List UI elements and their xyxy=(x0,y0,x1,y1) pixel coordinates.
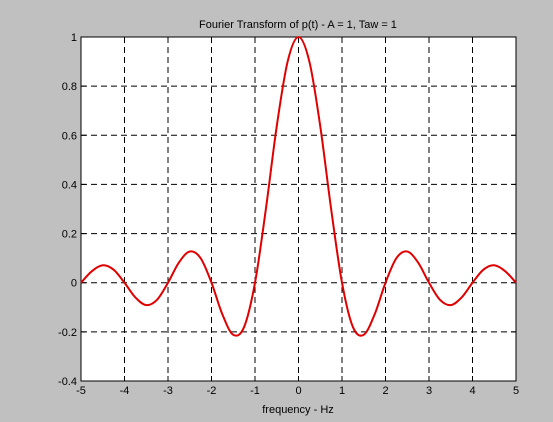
y-tick-label: 0.6 xyxy=(62,130,77,142)
y-tick-label: 1 xyxy=(71,32,77,44)
y-tick-label: -0.4 xyxy=(58,376,77,388)
x-axis-label: frequency - Hz xyxy=(262,404,334,416)
x-tick-label: 3 xyxy=(426,385,432,397)
grid xyxy=(81,37,516,381)
x-tick-label: -3 xyxy=(163,385,173,397)
y-tick-label: 0.4 xyxy=(62,179,77,191)
x-tick-label: -5 xyxy=(76,385,86,397)
x-tick-label: -2 xyxy=(207,385,217,397)
y-tick-label: 0 xyxy=(71,278,77,290)
x-tick-labels: -5 -4 -3 -2 -1 0 1 2 3 4 5 xyxy=(76,385,519,397)
x-tick-label: 2 xyxy=(382,385,388,397)
y-tick-label: 0.2 xyxy=(62,229,77,241)
x-tick-label: 5 xyxy=(513,385,519,397)
axis-ticks xyxy=(80,36,517,382)
x-tick-label: -4 xyxy=(120,385,130,397)
chart-title: Fourier Transform of p(t) - A = 1, Taw =… xyxy=(199,19,397,31)
x-tick-label: 0 xyxy=(295,385,301,397)
series-line-0 xyxy=(80,36,517,337)
x-tick-label: 1 xyxy=(339,385,345,397)
x-tick-label: -1 xyxy=(250,385,260,397)
series-group xyxy=(80,36,517,337)
y-tick-label: -0.2 xyxy=(58,327,77,339)
y-tick-labels: -0.4 -0.2 0 0.2 0.4 0.6 0.8 1 xyxy=(58,32,77,388)
y-tick-label: 0.8 xyxy=(62,81,77,93)
x-tick-label: 4 xyxy=(469,385,475,397)
